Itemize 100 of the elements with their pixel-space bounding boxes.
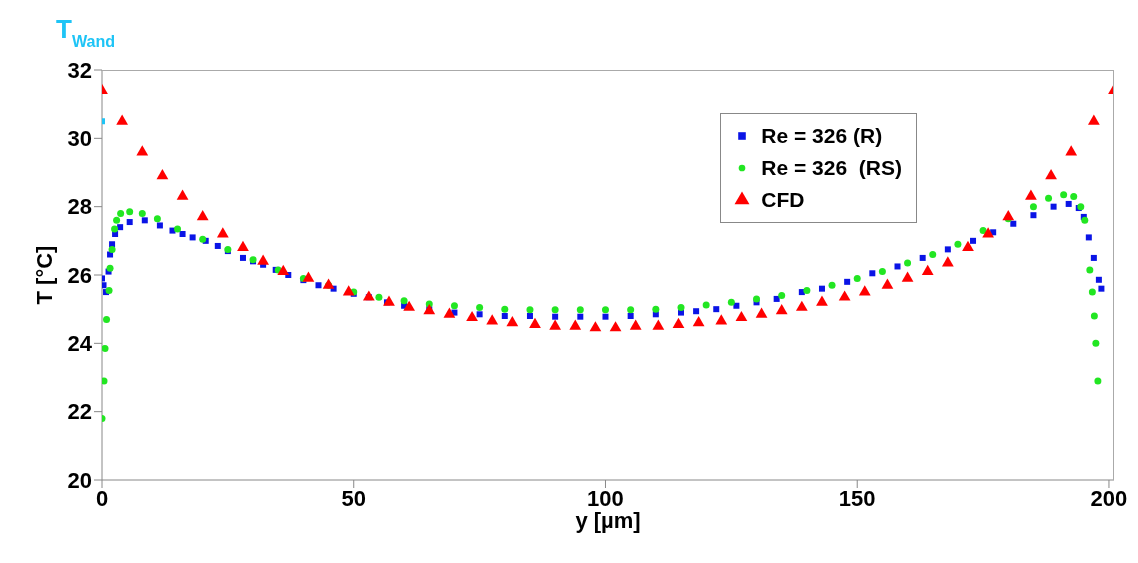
point [1086,266,1094,274]
point [878,268,886,276]
point [778,292,786,299]
point [576,306,584,314]
point [450,302,458,310]
point [803,286,811,294]
point [755,307,768,318]
point [735,310,748,322]
point [795,300,808,311]
point [727,298,735,306]
point [529,317,541,328]
point [138,210,146,217]
point [1065,145,1078,156]
point [853,274,861,282]
point [174,225,182,233]
point [116,114,129,125]
point [589,321,602,332]
point [102,344,109,352]
point [1029,203,1037,211]
point [501,305,509,313]
point [1070,192,1078,200]
point [106,264,114,272]
point [486,314,499,325]
point [828,281,836,289]
x-tick-label: 0 [95,485,109,511]
point [1045,194,1053,202]
point [672,317,685,328]
point [715,314,728,325]
point [108,245,116,253]
point [126,208,134,216]
point [136,145,149,156]
point [921,264,934,275]
y-tick-label: 20 [67,467,92,493]
point [216,227,229,238]
point [383,295,395,306]
y-tick-label: 24 [67,331,93,357]
point [466,310,478,322]
y-tick-label: 28 [67,194,92,220]
point [569,319,582,330]
point [881,278,894,289]
point [858,285,871,296]
point [403,300,416,311]
text: T$_{Wand}$ [56,14,116,50]
y-tick-label: 32 [67,57,92,83]
point [838,290,851,301]
point [443,307,456,318]
point [375,293,383,301]
point [775,304,788,315]
point [1060,191,1068,199]
point [677,303,685,311]
point [102,377,108,385]
y-tick-label: 30 [67,126,92,152]
point [753,295,761,303]
legend-label: Re = 326 (R) [761,124,883,148]
point [601,306,609,314]
point [1045,169,1057,180]
point [1092,339,1100,347]
point [1094,377,1102,385]
point [277,264,290,275]
point [652,319,665,330]
point [901,271,914,282]
point [549,319,562,330]
y-tick-label: 26 [67,262,92,288]
y-axis-title: T [°C] [31,245,57,305]
x-tick-label: 50 [341,485,366,511]
point [1090,312,1098,320]
point [506,316,519,327]
x-tick-label: 200 [1090,485,1128,511]
point [153,215,161,223]
point [400,297,408,305]
point [117,210,125,217]
legend-label: Re = 326 (RS) [761,156,902,180]
point [652,305,660,313]
point [551,306,559,314]
point [476,303,484,311]
point [342,285,355,296]
point [1081,216,1089,224]
point [362,290,375,301]
point [941,256,954,267]
point [627,306,635,314]
y-tick-label: 22 [67,399,92,425]
point [113,216,121,224]
point [629,319,642,330]
point [702,301,710,309]
point [302,271,315,282]
point [526,306,534,314]
point [156,169,169,180]
point [257,254,269,265]
point [954,240,962,248]
point [111,225,119,233]
point [1088,288,1096,296]
point [929,251,937,258]
point [609,321,622,332]
point [103,315,111,323]
x-tick-label: 150 [838,485,876,511]
point [962,240,974,252]
point [692,316,705,327]
point [904,259,912,267]
legend-label: CFD [761,188,805,212]
point [196,210,209,221]
